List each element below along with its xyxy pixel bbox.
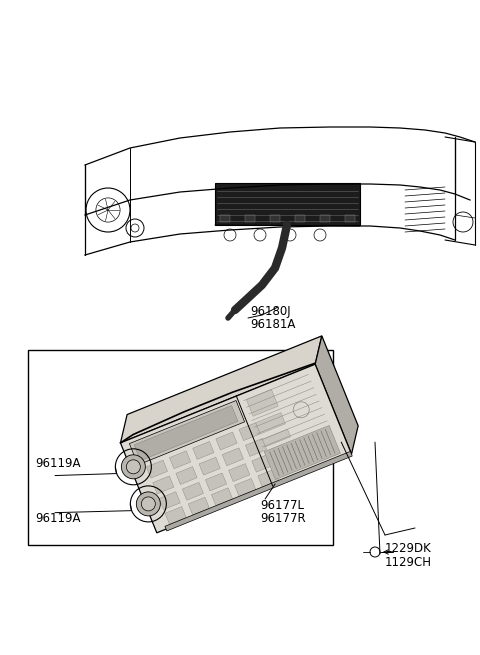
Text: 96119A: 96119A [35, 512, 81, 525]
Polygon shape [315, 336, 358, 454]
Polygon shape [169, 451, 191, 469]
Polygon shape [212, 488, 233, 506]
Circle shape [126, 460, 140, 474]
Polygon shape [188, 497, 209, 515]
Text: 96181A: 96181A [250, 318, 295, 331]
Polygon shape [205, 473, 227, 491]
Polygon shape [235, 478, 256, 496]
Polygon shape [159, 492, 180, 510]
Polygon shape [239, 422, 260, 441]
Text: 96177L: 96177L [260, 500, 304, 512]
Polygon shape [165, 506, 186, 525]
Polygon shape [258, 469, 279, 487]
Text: 1229DK: 1229DK [385, 542, 432, 555]
Circle shape [141, 497, 156, 511]
Polygon shape [228, 464, 250, 481]
Text: 96119A: 96119A [35, 457, 81, 470]
Polygon shape [246, 390, 278, 417]
Bar [245, 215, 255, 222]
Polygon shape [264, 426, 340, 479]
Text: 96177R: 96177R [260, 512, 306, 525]
Circle shape [136, 492, 160, 516]
Bar [270, 215, 280, 222]
Polygon shape [252, 455, 273, 472]
Polygon shape [176, 466, 197, 485]
Polygon shape [192, 441, 214, 459]
Polygon shape [199, 457, 220, 475]
Polygon shape [130, 400, 245, 465]
Bar [320, 215, 330, 222]
Polygon shape [263, 429, 290, 447]
Bar [345, 215, 355, 222]
Polygon shape [182, 482, 204, 500]
Polygon shape [165, 451, 352, 531]
Polygon shape [120, 364, 351, 533]
Polygon shape [153, 476, 174, 494]
Polygon shape [222, 448, 243, 466]
Polygon shape [146, 460, 168, 478]
Polygon shape [216, 432, 237, 450]
Bar [295, 215, 305, 222]
Polygon shape [120, 336, 322, 443]
Circle shape [121, 455, 145, 479]
Text: 96180J: 96180J [250, 305, 290, 318]
Polygon shape [134, 405, 238, 460]
Text: 1129CH: 1129CH [385, 555, 432, 569]
Bar [215, 183, 360, 225]
Polygon shape [256, 413, 285, 434]
Polygon shape [245, 438, 266, 457]
Bar [28, 350, 333, 545]
Bar [220, 215, 230, 222]
